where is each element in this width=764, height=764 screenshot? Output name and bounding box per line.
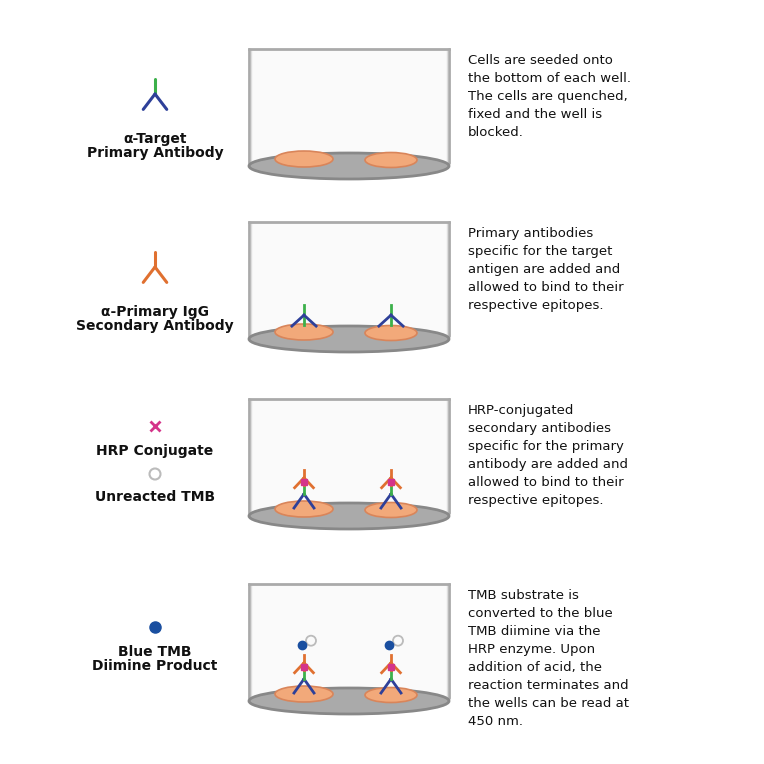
Ellipse shape bbox=[275, 501, 333, 517]
Text: α-Primary IgG: α-Primary IgG bbox=[101, 305, 209, 319]
Bar bbox=[249, 222, 449, 338]
Text: HRP-conjugated
secondary antibodies
specific for the primary
antibody are added : HRP-conjugated secondary antibodies spec… bbox=[468, 404, 628, 507]
Ellipse shape bbox=[249, 503, 449, 529]
Text: Cells are seeded onto
the bottom of each well.
The cells are quenched,
fixed and: Cells are seeded onto the bottom of each… bbox=[468, 54, 631, 139]
Ellipse shape bbox=[275, 324, 333, 340]
Ellipse shape bbox=[249, 688, 449, 714]
Ellipse shape bbox=[365, 325, 417, 341]
Ellipse shape bbox=[365, 688, 417, 703]
Text: Primary Antibody: Primary Antibody bbox=[86, 146, 223, 160]
Ellipse shape bbox=[365, 503, 417, 517]
Text: Secondary Antibody: Secondary Antibody bbox=[76, 319, 234, 333]
Text: Primary antibodies
specific for the target
antigen are added and
allowed to bind: Primary antibodies specific for the targ… bbox=[468, 227, 623, 312]
Bar bbox=[249, 584, 449, 700]
Text: TMB substrate is
converted to the blue
TMB diimine via the
HRP enzyme. Upon
addi: TMB substrate is converted to the blue T… bbox=[468, 589, 629, 728]
Text: HRP Conjugate: HRP Conjugate bbox=[96, 444, 214, 458]
Bar bbox=[249, 49, 449, 165]
Ellipse shape bbox=[249, 153, 449, 179]
Ellipse shape bbox=[275, 686, 333, 702]
Text: Blue TMB: Blue TMB bbox=[118, 645, 192, 659]
Text: Unreacted TMB: Unreacted TMB bbox=[95, 490, 215, 504]
Ellipse shape bbox=[365, 153, 417, 167]
Text: Diimine Product: Diimine Product bbox=[92, 659, 218, 673]
Text: α-Target: α-Target bbox=[123, 132, 186, 146]
Ellipse shape bbox=[275, 151, 333, 167]
Bar bbox=[249, 399, 449, 515]
Ellipse shape bbox=[249, 326, 449, 352]
